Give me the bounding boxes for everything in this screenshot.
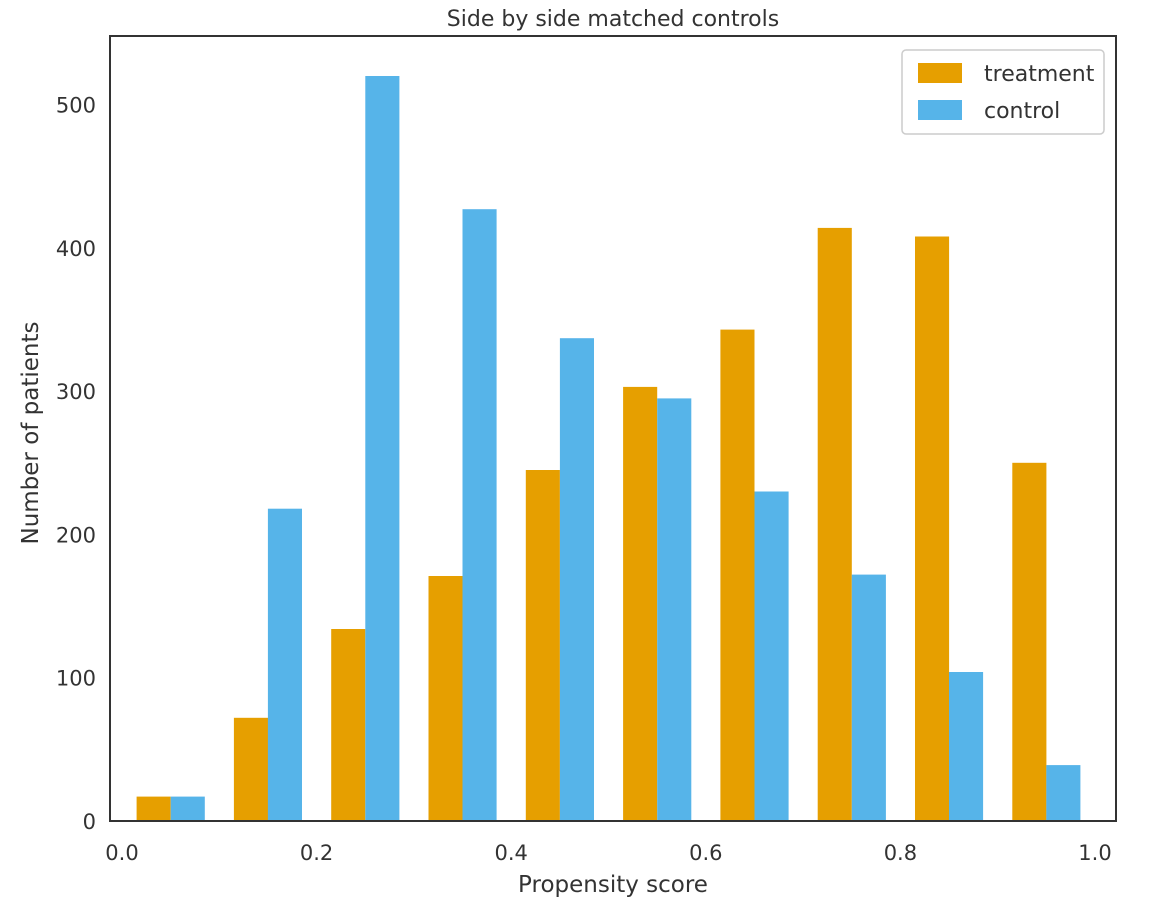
x-tick-label: 0.0 [105, 841, 138, 865]
bar-treatment-10 [1012, 462, 1047, 821]
x-tick-label: 0.8 [884, 841, 917, 865]
bar-control-1 [170, 796, 205, 821]
bar-control-8 [851, 574, 886, 821]
bar-treatment-5 [525, 470, 560, 821]
legend: treatment control [901, 49, 1105, 135]
bar-control-3 [365, 76, 400, 821]
bar-treatment-1 [136, 796, 171, 821]
bar-control-9 [949, 672, 984, 821]
axis-ticks: 0.0 0.2 0.4 0.6 0.8 1.0 0 100 200 300 400 500 [56, 94, 1112, 865]
bar-control-6 [657, 398, 692, 821]
bar-treatment-7 [720, 329, 755, 821]
x-tick-label: 0.4 [494, 841, 527, 865]
plot-frame [109, 35, 1117, 822]
legend-label-control: control [984, 99, 1060, 124]
bar-treatment-3 [331, 629, 366, 821]
bar-control-2 [267, 508, 302, 821]
legend-swatch-treatment [918, 63, 962, 83]
bar-treatment-4 [428, 576, 463, 821]
y-tick-label: 500 [56, 94, 96, 118]
x-tick-label: 1.0 [1078, 841, 1111, 865]
bar-control-10 [1046, 765, 1081, 821]
y-tick-label: 300 [56, 380, 96, 404]
y-tick-label: 0 [83, 810, 96, 834]
x-tick-label: 0.2 [300, 841, 333, 865]
y-tick-label: 400 [56, 237, 96, 261]
x-axis-label: Propensity score [518, 872, 708, 898]
y-tick-label: 100 [56, 667, 96, 691]
x-tick-label: 0.6 [689, 841, 722, 865]
bar-treatment-6 [623, 386, 658, 821]
chart-title: Side by side matched controls [447, 7, 779, 32]
y-tick-label: 200 [56, 524, 96, 548]
bar-treatment-9 [915, 236, 950, 821]
bar-treatment-8 [817, 227, 852, 821]
y-axis-label: Number of patients [18, 321, 44, 544]
legend-swatch-control [918, 100, 962, 120]
legend-label-treatment: treatment [984, 62, 1095, 87]
bar-control-5 [559, 338, 594, 821]
bar-control-4 [462, 209, 497, 821]
bar-control-7 [754, 491, 789, 821]
bar-treatment-2 [233, 717, 268, 821]
bars-layer [136, 76, 1081, 821]
